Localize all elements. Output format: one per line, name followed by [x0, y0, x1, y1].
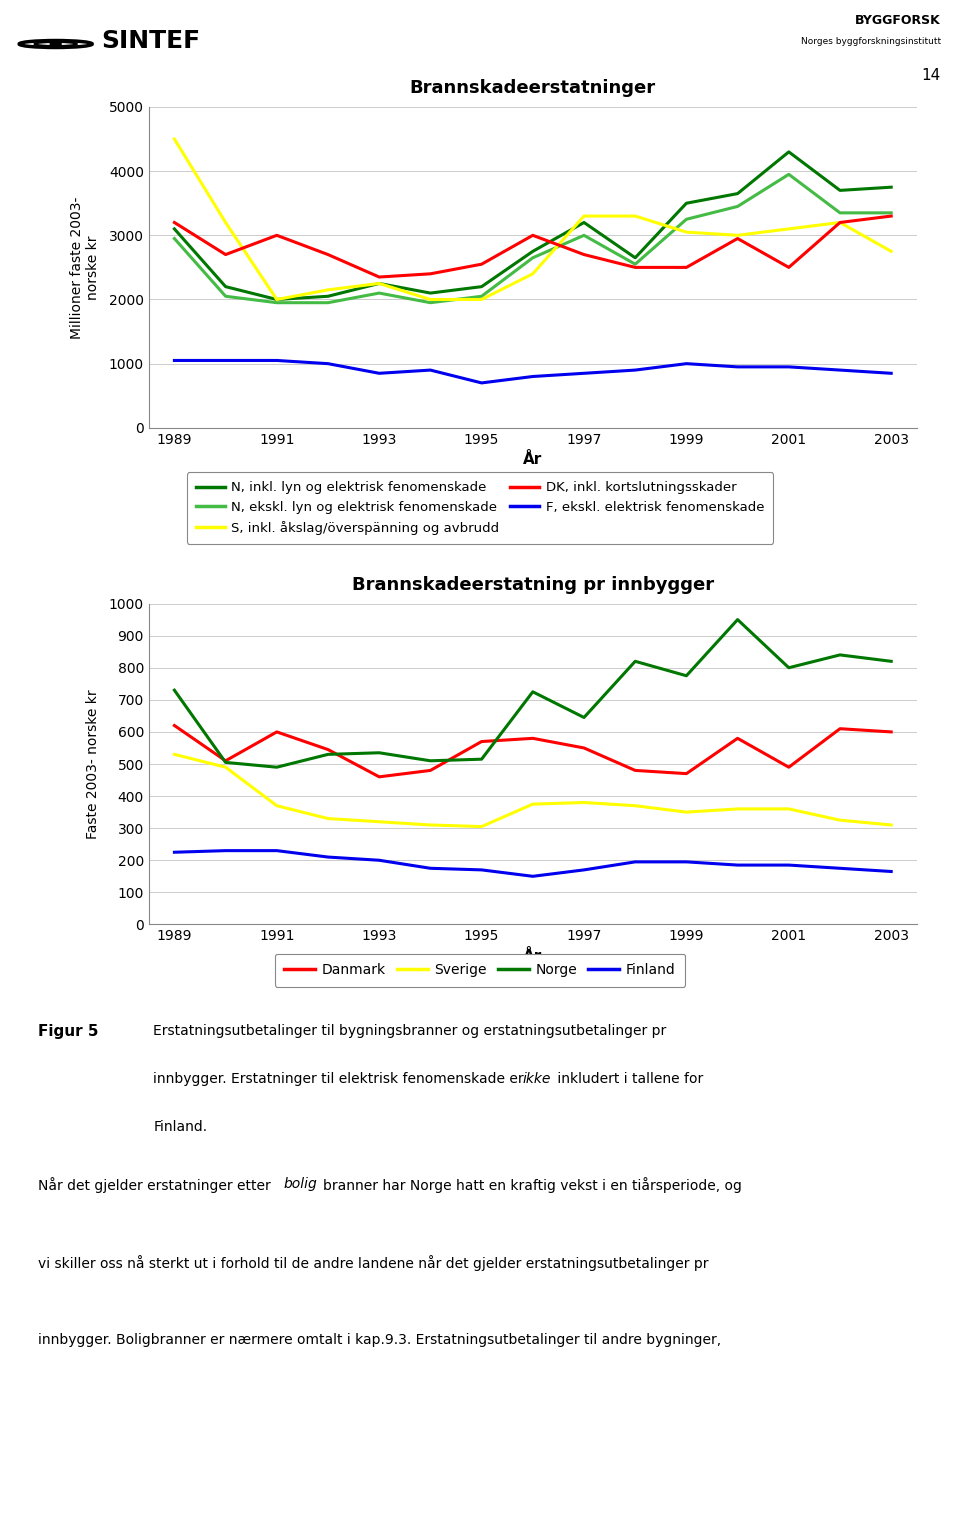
Title: Brannskadeerstatning pr innbygger: Brannskadeerstatning pr innbygger: [351, 576, 714, 594]
Text: Når det gjelder erstatninger etter: Når det gjelder erstatninger etter: [38, 1177, 276, 1192]
Text: Finland.: Finland.: [154, 1120, 207, 1134]
Y-axis label: Millioner faste 2003-
norske kr: Millioner faste 2003- norske kr: [70, 196, 101, 339]
Text: innbygger. Boligbranner er nærmere omtalt i kap.9.3. Erstatningsutbetalinger til: innbygger. Boligbranner er nærmere omtal…: [38, 1334, 722, 1348]
Text: branner har Norge hatt en kraftig vekst i en tiårsperiode, og: branner har Norge hatt en kraftig vekst …: [323, 1177, 742, 1192]
Text: vi skiller oss nå sterkt ut i forhold til de andre landene når det gjelder ersta: vi skiller oss nå sterkt ut i forhold ti…: [38, 1254, 708, 1271]
Text: innbygger. Erstatninger til elektrisk fenomenskade er: innbygger. Erstatninger til elektrisk fe…: [154, 1073, 528, 1086]
Y-axis label: Faste 2003- norske kr: Faste 2003- norske kr: [86, 689, 101, 839]
Text: Norges byggforskningsinstitutt: Norges byggforskningsinstitutt: [801, 37, 941, 46]
Text: Erstatningsutbetalinger til bygningsbranner og erstatningsutbetalinger pr: Erstatningsutbetalinger til bygningsbran…: [154, 1024, 666, 1038]
Text: bolig: bolig: [284, 1177, 318, 1190]
Text: 14: 14: [922, 67, 941, 83]
Legend: N, inkl. lyn og elektrisk fenomenskade, N, ekskl. lyn og elektrisk fenomenskade,: N, inkl. lyn og elektrisk fenomenskade, …: [186, 472, 774, 544]
X-axis label: År: År: [523, 452, 542, 468]
X-axis label: År: År: [523, 949, 542, 964]
Text: SINTEF: SINTEF: [101, 29, 200, 53]
Text: Figur 5: Figur 5: [38, 1024, 99, 1039]
Text: ikke: ikke: [522, 1073, 551, 1086]
Title: Brannskadeerstatninger: Brannskadeerstatninger: [410, 79, 656, 98]
Text: inkludert i tallene for: inkludert i tallene for: [553, 1073, 704, 1086]
Text: BYGGFORSK: BYGGFORSK: [855, 14, 941, 28]
Legend: Danmark, Sverige, Norge, Finland: Danmark, Sverige, Norge, Finland: [275, 953, 685, 987]
